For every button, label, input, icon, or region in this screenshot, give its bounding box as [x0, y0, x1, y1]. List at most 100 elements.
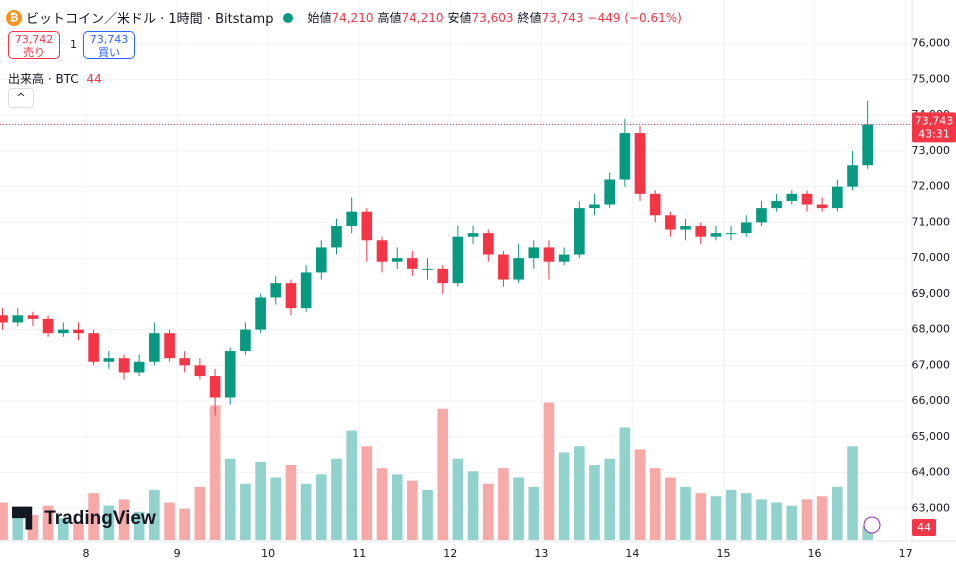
candle-body — [240, 329, 251, 352]
candle-body — [407, 258, 418, 269]
candle-body — [756, 208, 767, 223]
sell-price: 73,742 — [14, 33, 54, 46]
volume-bar — [209, 405, 221, 540]
collapse-button[interactable]: ^ — [8, 88, 34, 108]
candle-body — [589, 204, 600, 209]
candle-body — [27, 315, 39, 319]
volume-bar — [133, 511, 145, 540]
change: −449 (−0.61%) — [587, 10, 682, 25]
y-tick-label: 73,000 — [912, 144, 951, 157]
volume-bar — [437, 408, 449, 540]
candle-body — [482, 233, 494, 255]
volume-bar — [57, 518, 69, 540]
volume-bar — [240, 483, 251, 540]
candle-body — [391, 258, 403, 262]
candle-body — [740, 222, 752, 234]
candle-body — [422, 268, 433, 270]
buy-button[interactable]: 73,743 買い — [83, 31, 135, 59]
volume-bar — [42, 505, 54, 540]
candle-body — [164, 333, 175, 359]
volume-bar — [680, 486, 691, 540]
candle-body — [604, 179, 615, 205]
volume-tag — [912, 519, 936, 536]
volume-bar — [361, 446, 373, 540]
candle-body — [437, 268, 449, 284]
candle-body — [513, 258, 524, 280]
volume-bar — [391, 474, 403, 540]
volume-bar — [589, 465, 600, 540]
candle-body — [73, 329, 84, 334]
candle-body — [498, 254, 509, 280]
candle-body — [12, 315, 24, 323]
volume-bar — [665, 477, 676, 540]
volume-bar — [543, 402, 555, 540]
volume-bar — [12, 511, 24, 540]
volume-bar — [771, 502, 782, 540]
y-tick-label: 65,000 — [912, 430, 951, 443]
candle-body — [574, 208, 585, 255]
x-tick-label: 9 — [174, 547, 181, 560]
candle-body — [103, 358, 115, 362]
candle-body — [847, 165, 858, 187]
candle-body — [255, 297, 266, 330]
logo: ▀▌ TradingView — [12, 508, 156, 529]
volume-bar — [224, 458, 236, 540]
ohlc-label: 安値 — [447, 11, 472, 25]
x-tick-label: 15 — [716, 547, 730, 560]
volume-bar — [73, 521, 84, 540]
y-tick-label: 75,000 — [912, 72, 951, 85]
y-tick-label: 64,000 — [912, 466, 951, 479]
title: ビットコイン／米ドル · 1時間 · Bitstamp — [26, 12, 274, 27]
ohlc-value: 73,743 — [541, 11, 584, 25]
candle-body — [270, 283, 282, 298]
volume-bar — [816, 496, 828, 540]
candle-body — [710, 233, 722, 237]
y-tick-label: 63,000 — [912, 501, 951, 514]
x-tick-label: 11 — [352, 547, 366, 560]
candle-body — [786, 193, 798, 201]
y-tick-label: 70,000 — [912, 251, 951, 264]
volume-bar — [862, 526, 873, 540]
ohlc-label: 始値 — [307, 11, 332, 25]
y-tick-label: 76,000 — [912, 37, 951, 50]
x-tick-label: 17 — [899, 547, 913, 560]
volume-bar — [331, 458, 342, 540]
volume-bar — [832, 486, 843, 540]
price-tag — [912, 112, 956, 143]
volume-bar — [786, 505, 798, 540]
candle-body — [619, 133, 631, 180]
candle-body — [285, 283, 297, 309]
volume-bar — [634, 449, 646, 540]
price-tag-label: 73,743 — [915, 114, 954, 127]
candle-body — [634, 133, 646, 194]
volume-bar — [407, 480, 418, 540]
candle-body — [376, 240, 388, 262]
candle-body — [42, 318, 54, 334]
volume-bar — [725, 490, 737, 540]
candle-body — [467, 233, 479, 237]
volume-bar — [695, 493, 707, 540]
volume-bar — [452, 458, 464, 540]
buy-label: 買い — [98, 46, 120, 59]
candle-body — [665, 215, 676, 230]
y-tick-label: 66,000 — [912, 394, 951, 407]
sell-button[interactable]: 73,742 売り — [8, 31, 60, 59]
header: ₿ ビットコイン／米ドル · 1時間 · Bitstamp 始値74,210 高値… — [6, 8, 682, 27]
candle-body — [771, 200, 782, 209]
volume-bar — [118, 499, 130, 540]
volume-bar — [27, 515, 39, 540]
candle-body — [194, 365, 206, 377]
volume-bar — [179, 508, 190, 540]
candle-body — [452, 236, 464, 284]
y-tick-label: 68,000 — [912, 323, 951, 336]
volume-bar — [422, 490, 433, 540]
candle-body — [179, 358, 190, 366]
volume-value: 44 — [86, 72, 102, 86]
volume-bar — [467, 471, 479, 540]
logo-text: TradingView — [44, 508, 156, 529]
volume-legend: 出来高 · BTC 44 — [8, 70, 102, 87]
volume-bar — [88, 493, 99, 540]
volume-bar — [756, 499, 767, 540]
ohlc-label: 終値 — [517, 11, 542, 25]
